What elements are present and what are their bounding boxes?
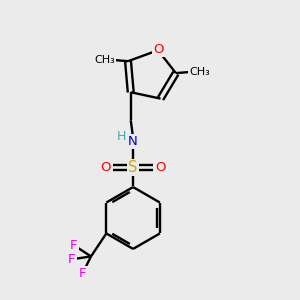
Text: CH₃: CH₃ [94,55,115,65]
Text: F: F [70,239,78,252]
Text: F: F [79,267,86,280]
Text: O: O [153,43,164,56]
Text: F: F [68,253,76,266]
Text: O: O [155,161,166,174]
Text: H: H [117,130,127,142]
Text: O: O [100,161,111,174]
Text: S: S [128,160,138,175]
Text: N: N [128,135,138,148]
Text: CH₃: CH₃ [189,67,210,76]
